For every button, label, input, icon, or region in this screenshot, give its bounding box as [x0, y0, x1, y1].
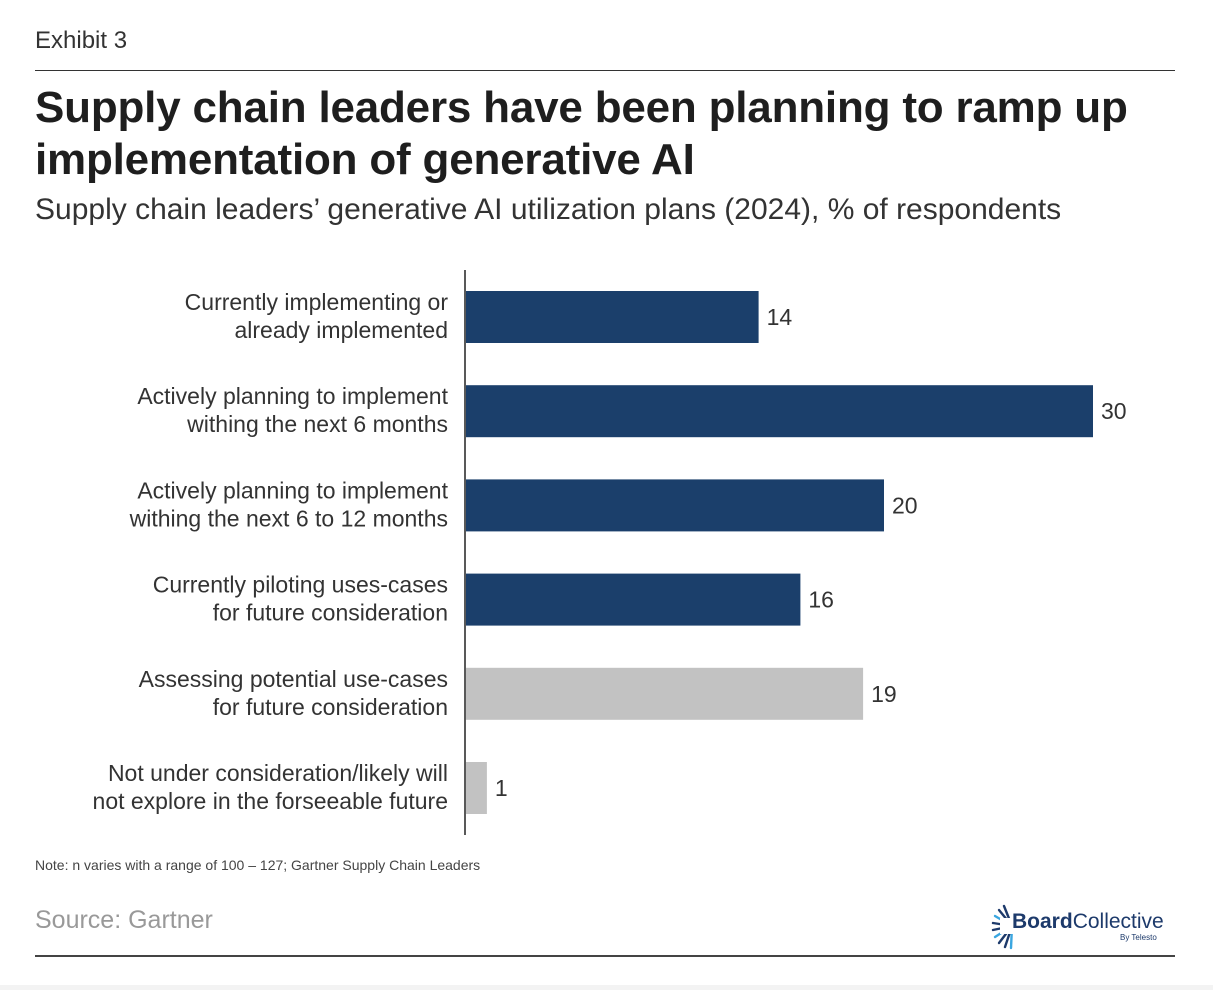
value-label: 30: [1101, 398, 1127, 424]
value-label: 1: [495, 775, 508, 801]
bar: [466, 385, 1093, 438]
bottom-divider: [35, 955, 1175, 957]
category-label: withing the next 6 months: [186, 411, 448, 437]
value-label: 19: [871, 681, 897, 707]
boardcollective-logo: BoardCollective By Telesto: [990, 900, 1170, 950]
category-label: Currently piloting uses-cases: [153, 572, 448, 598]
footer-band: [0, 985, 1213, 990]
category-label: Actively planning to implement: [137, 477, 448, 503]
value-label: 16: [808, 587, 834, 613]
sunburst-icon: [991, 904, 1014, 950]
source-label: Source: Gartner: [35, 906, 213, 934]
footnote: Note: n varies with a range of 100 – 127…: [35, 857, 481, 873]
category-label: not explore in the forseeable future: [93, 788, 448, 814]
logo-subtitle: By Telesto: [1120, 933, 1157, 942]
exhibit-label: Exhibit 3: [35, 27, 128, 54]
bar: [466, 573, 801, 626]
bar: [466, 762, 487, 814]
logo-bold-text: Board: [1012, 910, 1073, 933]
bar-group: 30 Actively planning to implementwithing …: [137, 383, 1127, 438]
category-label: for future consideration: [213, 694, 448, 720]
bar: [466, 667, 864, 720]
category-label: Actively planning to implement: [137, 383, 448, 409]
bar-group: 1 Not under consideration/likely willnot …: [93, 760, 508, 814]
chart-title: Supply chain leaders have been planning …: [35, 83, 1128, 184]
category-label: Assessing potential use-cases: [139, 666, 448, 692]
value-label: 20: [892, 492, 918, 518]
logo-light-text: Collective: [1072, 910, 1164, 933]
bar: [466, 291, 759, 343]
category-label: Not under consideration/likely will: [108, 760, 448, 786]
category-label: already implemented: [234, 317, 448, 343]
top-divider: [35, 70, 1175, 71]
logo-wordmark: BoardCollective: [1012, 910, 1164, 934]
bar: [466, 479, 884, 532]
value-label: 14: [767, 304, 793, 330]
category-label: Currently implementing or: [185, 289, 449, 315]
category-label: for future consideration: [213, 600, 448, 626]
bar-group: 20 Actively planning to implementwithing …: [129, 477, 918, 532]
category-label: withing the next 6 to 12 months: [129, 505, 448, 531]
chart-subtitle: Supply chain leaders’ generative AI util…: [35, 193, 1062, 226]
